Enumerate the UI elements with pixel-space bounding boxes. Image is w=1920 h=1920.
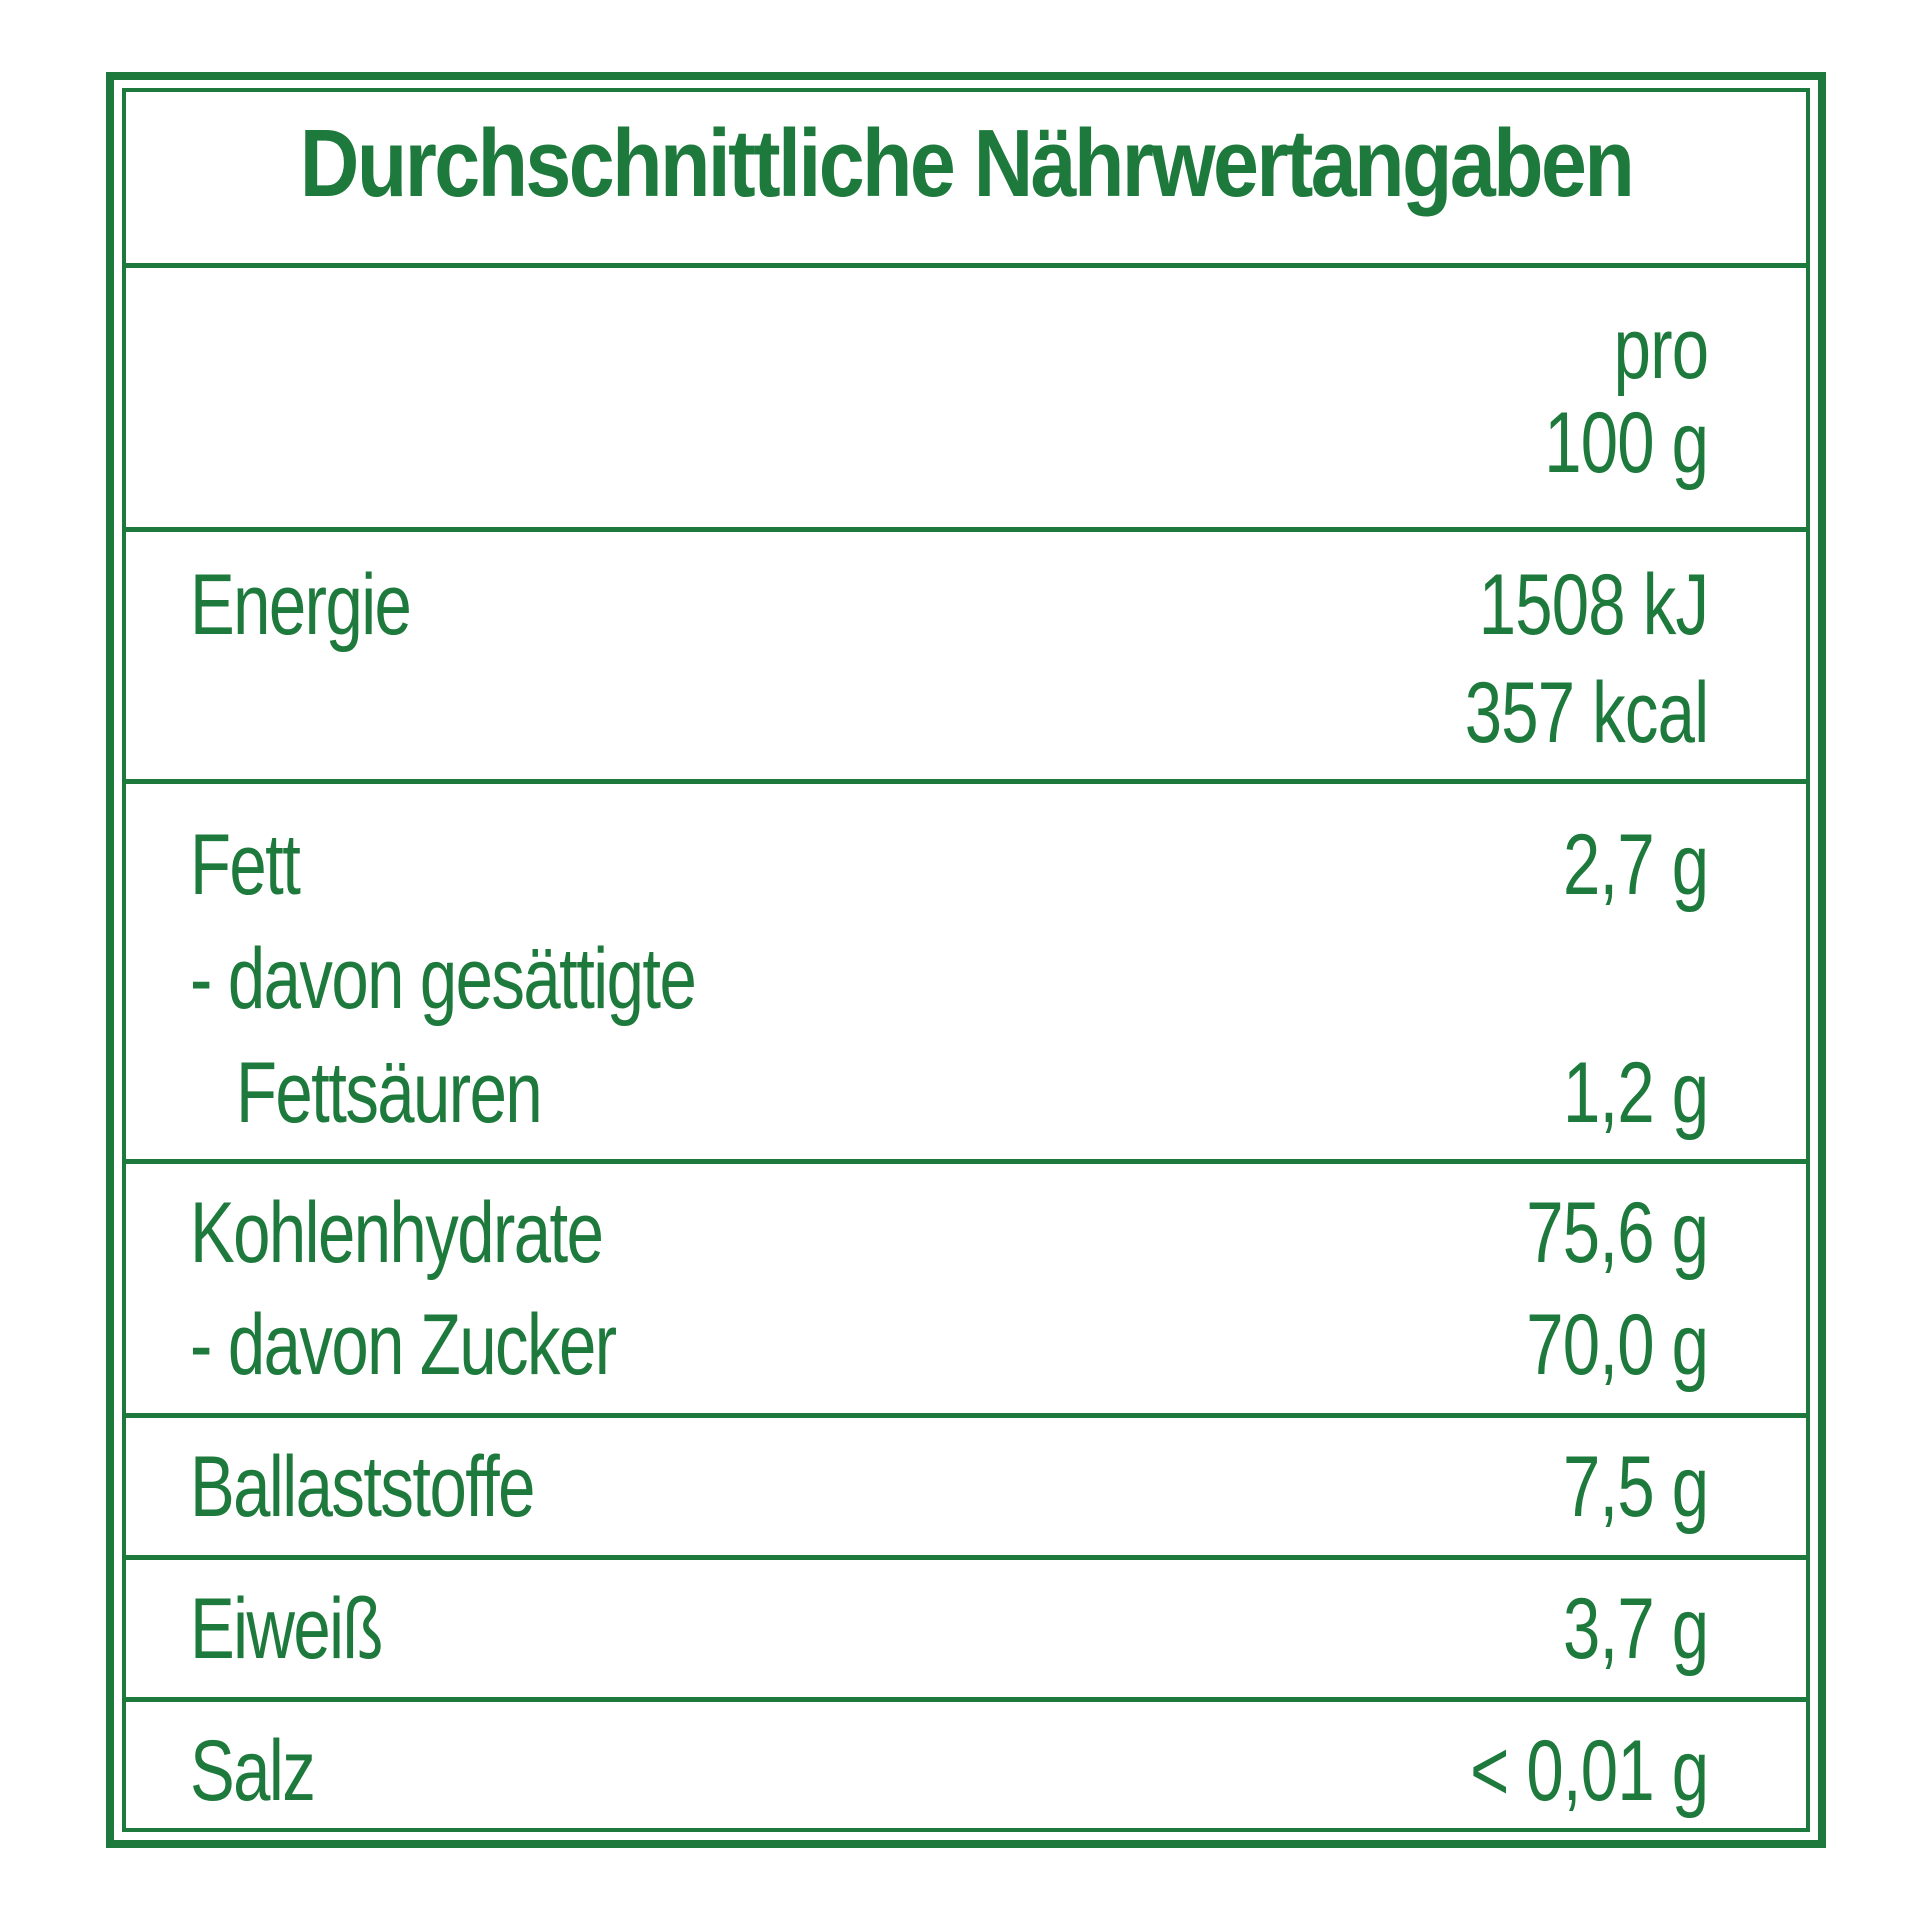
row-fett: Fett 2,7 g - davon gesättigte Fettsäuren…: [126, 784, 1806, 1164]
header-pro: pro: [1613, 301, 1708, 397]
nutrition-table: Durchschnittliche Nährwertangaben pro 10…: [106, 72, 1826, 1848]
fett-sub-value: 1,2 g: [1562, 1045, 1709, 1141]
fett-sub-label-2: Fettsäuren: [236, 1045, 543, 1141]
row-ballaststoffe: Ballaststoffe 7,5 g: [126, 1418, 1806, 1560]
energie-label: Energie: [190, 557, 412, 653]
row-salz: Salz < 0,01 g: [126, 1702, 1806, 1844]
table-title: Durchschnittliche Nährwertangaben: [299, 110, 1635, 217]
header-row: pro 100 g: [126, 268, 1806, 532]
energie-kj-value: 1508 kJ: [1478, 557, 1709, 653]
title-row: Durchschnittliche Nährwertangaben: [126, 92, 1806, 268]
header-100g: 100 g: [1544, 395, 1709, 491]
energie-kcal-value: 357 kcal: [1464, 665, 1708, 761]
ballaststoffe-label: Ballaststoffe: [190, 1439, 535, 1535]
zucker-value: 70,0 g: [1526, 1297, 1709, 1393]
fett-label: Fett: [190, 817, 301, 913]
fett-sub-label-1: - davon gesättigte: [190, 931, 697, 1027]
salz-value: < 0,01 g: [1469, 1723, 1709, 1819]
row-energie: Energie 1508 kJ 357 kcal: [126, 532, 1806, 784]
salz-label: Salz: [190, 1723, 316, 1819]
ballaststoffe-value: 7,5 g: [1562, 1439, 1709, 1535]
nutrition-table-inner: Durchschnittliche Nährwertangaben pro 10…: [122, 88, 1810, 1832]
zucker-label: - davon Zucker: [190, 1297, 617, 1393]
eiweiss-value: 3,7 g: [1562, 1581, 1709, 1677]
row-eiweiss: Eiweiß 3,7 g: [126, 1560, 1806, 1702]
fett-value: 2,7 g: [1562, 817, 1709, 913]
kohlenhydrate-value: 75,6 g: [1526, 1185, 1709, 1281]
eiweiss-label: Eiweiß: [190, 1581, 383, 1677]
row-kohlenhydrate: Kohlenhydrate 75,6 g - davon Zucker 70,0…: [126, 1164, 1806, 1418]
kohlenhydrate-label: Kohlenhydrate: [190, 1185, 604, 1281]
